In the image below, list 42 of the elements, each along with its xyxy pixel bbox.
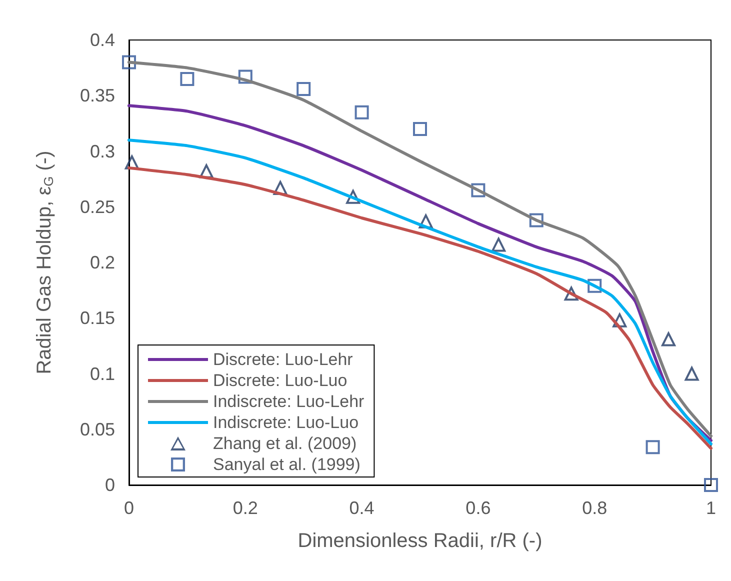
- x-tick-label: 0.6: [466, 498, 491, 518]
- y-tick-label: 0.4: [90, 30, 115, 50]
- y-tick-label: 0.2: [90, 252, 115, 272]
- point: [704, 478, 718, 492]
- point: [122, 55, 136, 70]
- y-tick-label: 0.25: [80, 196, 115, 217]
- y-tick-label: 0.15: [80, 308, 115, 328]
- point: [346, 190, 360, 204]
- y-tick-label: 0.3: [90, 141, 115, 162]
- legend-label: Sanyal et al. (1999): [213, 455, 360, 474]
- point: [354, 105, 369, 120]
- point: [564, 286, 578, 301]
- legend-label: Zhang et al. (2009): [213, 434, 357, 453]
- point: [413, 122, 427, 136]
- x-tick-label: 0.2: [232, 498, 258, 518]
- y-tick-label: 0.1: [90, 364, 115, 384]
- y-axis-title: Radial Gas Holdup, εG (-): [34, 150, 56, 374]
- point: [296, 82, 311, 96]
- x-tick-label: 1: [706, 498, 716, 518]
- legend-label: Indiscrete: Luo-Lehr: [213, 392, 365, 411]
- legend-label: Indiscrete: Luo-Luo: [213, 413, 359, 432]
- y-tick-label: 0: [104, 475, 115, 495]
- x-tick-label: 0.8: [582, 498, 608, 518]
- point: [588, 278, 602, 293]
- x-axis-title: Dimensionless Radii, r/R (-): [298, 530, 542, 552]
- point: [684, 366, 699, 381]
- y-tick-label: 0.05: [80, 419, 115, 440]
- point: [471, 183, 486, 198]
- point: [238, 70, 252, 84]
- x-tick-label: 0: [124, 498, 134, 518]
- point: [529, 213, 544, 228]
- y-tick-label: 0.35: [80, 86, 115, 106]
- legend-label: Discrete: Luo-Luo: [213, 371, 348, 390]
- legend-label: Discrete: Luo-Lehr: [213, 350, 354, 369]
- x-tick-label: 0.4: [349, 498, 374, 518]
- point: [273, 180, 288, 195]
- point: [646, 440, 660, 454]
- point: [180, 72, 194, 86]
- point: [612, 313, 627, 328]
- point: [418, 214, 433, 228]
- point: [662, 332, 676, 346]
- point: [492, 238, 506, 252]
